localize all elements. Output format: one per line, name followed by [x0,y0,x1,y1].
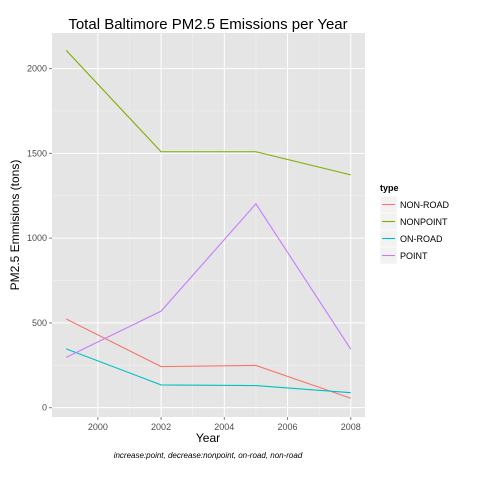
x-axis-title: Year [196,431,220,445]
chart-caption: increase:point, decrease:nonpoint, on-ro… [114,451,303,460]
legend-label-non-road: NON-ROAD [400,200,449,210]
chart-title: Total Baltimore PM2.5 Emissions per Year [68,16,347,33]
y-tick-label: 500 [32,318,47,328]
series-lines [65,49,352,399]
series-line-nonpoint [65,49,351,176]
x-tick-label: 2006 [278,422,298,432]
y-tick-label: 1000 [27,233,47,243]
y-tick-label: 1500 [27,148,47,158]
legend: type NON-ROAD NONPOINT ON-ROAD POINT [379,183,449,265]
y-axis-title: PM2.5 Emmisions (tons) [8,160,22,291]
y-tick-label: 2000 [27,64,47,74]
axis-ticks: 2000 2002 2004 2006 2008 0 500 1000 1500 2000 [27,64,361,432]
legend-label-on-road: ON-ROAD [400,234,443,244]
x-tick-label: 2008 [341,422,361,432]
legend-label-nonpoint: NONPOINT [400,217,448,227]
gridlines [52,33,365,417]
x-tick-label: 2002 [151,422,171,432]
series-line-point [65,202,352,358]
x-tick-label: 2000 [88,422,108,432]
series-line-non-road [65,318,351,399]
plot-panel [52,33,365,417]
series-line-on-road [66,348,351,394]
legend-label-point: POINT [400,251,428,261]
x-tick-label: 2004 [214,422,234,432]
legend-title: type [380,183,399,193]
y-tick-label: 0 [42,403,47,413]
